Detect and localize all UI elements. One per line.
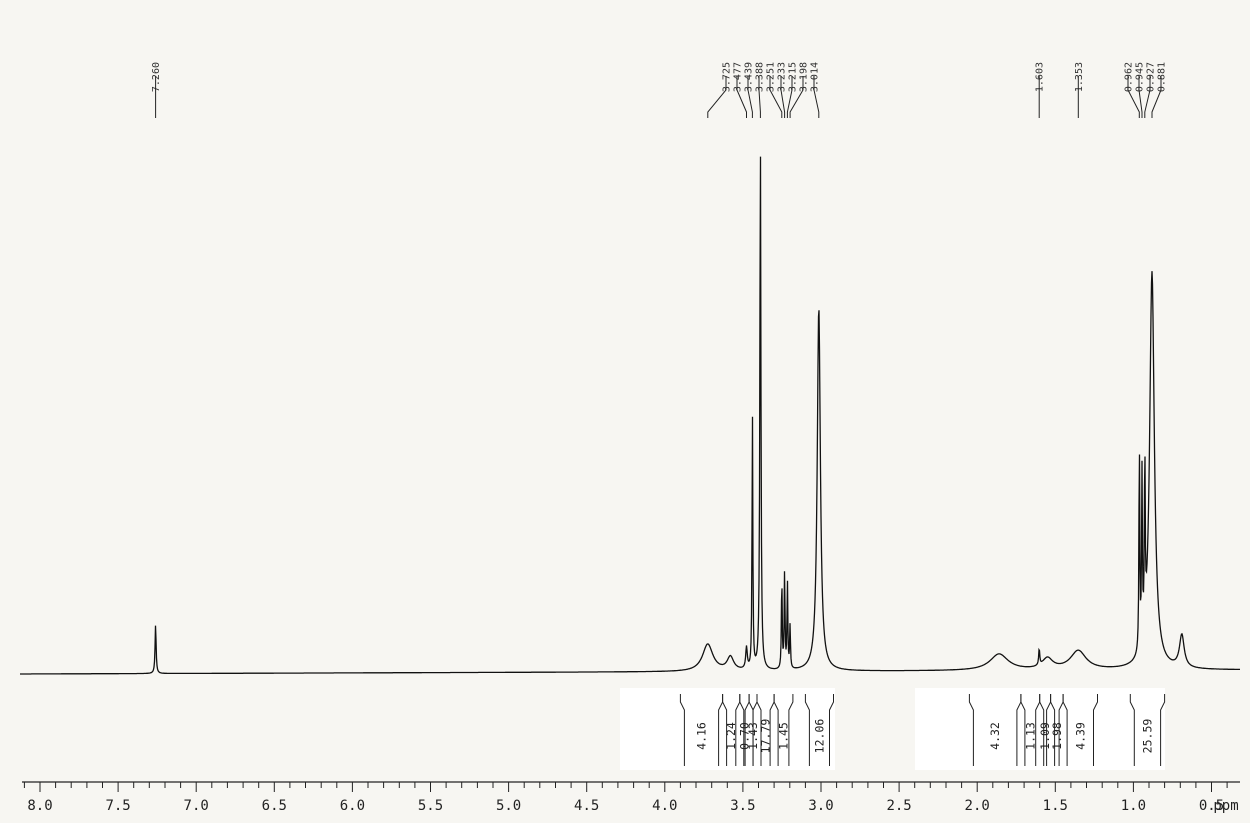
peak-label-leader	[789, 76, 804, 118]
ppm-axis-tick-label: 2.0	[965, 798, 990, 814]
integral-value: 1.43	[746, 722, 760, 750]
ppm-axis-tick-label: 3.5	[730, 798, 755, 814]
ppm-axis: 8.0 7.5 7.0 6.5 6.0 5.5 5.0 4.5 4.0 3.5 3.0 2.5 2.0 1…	[22, 781, 1240, 814]
peak-label: 0.962	[1124, 62, 1135, 92]
ppm-axis-tick-label: 4.5	[574, 798, 599, 814]
integral-value: 0.70	[738, 722, 752, 750]
integral-value: 4.32	[988, 722, 1002, 750]
integral-value: 4.39	[1073, 722, 1087, 750]
peak-label: 3.477	[733, 62, 744, 92]
peak-label-leader	[1151, 76, 1162, 118]
integral-panel	[620, 688, 835, 770]
peak-label: 0.881	[1157, 62, 1168, 92]
ppm-axis-tick-label: 1.5	[1043, 798, 1068, 814]
peak-label-leader	[758, 76, 761, 118]
integral-value: 1.98	[1050, 722, 1064, 750]
integral-value: 1.09	[1038, 722, 1052, 750]
peak-label: 7.260	[151, 62, 162, 92]
peak-label: 0.927	[1146, 62, 1157, 92]
peak-label-layer: 7.260 3.725 3.477 3.439 3.388 3.251 3.233 3.215…	[151, 62, 1168, 118]
integral-bracket	[804, 694, 834, 766]
ppm-axis-tick-label: 5.0	[496, 798, 521, 814]
peak-label: 3.725	[722, 62, 733, 92]
integral-bracket	[773, 694, 794, 766]
peak-label-leader	[1144, 76, 1151, 118]
peak-label: 3.215	[788, 62, 799, 92]
peak-label: 3.014	[810, 62, 821, 92]
peak-label: 0.945	[1135, 62, 1146, 92]
peak-label: 3.198	[799, 62, 810, 92]
ppm-axis-tick-label: 5.5	[418, 798, 443, 814]
peak-label: 3.388	[755, 62, 766, 92]
ppm-axis-tick-label: 0.5	[1199, 798, 1224, 814]
peak-label: 1.603	[1035, 62, 1046, 92]
integral-value: 1.13	[1023, 722, 1037, 750]
peak-label: 3.233	[777, 62, 788, 92]
peak-label: 1.353	[1074, 62, 1085, 92]
integral-bracket	[1062, 694, 1098, 766]
integral-value: 17.79	[759, 719, 773, 754]
peak-label-leader	[813, 76, 820, 118]
ppm-axis-tick-label: 3.0	[808, 798, 833, 814]
ppm-axis-tick-label: 7.0	[184, 798, 209, 814]
ppm-axis-tick-label: ppm	[1213, 798, 1238, 814]
peak-label-leader	[747, 76, 753, 118]
ppm-axis-tick-label: 4.0	[652, 798, 677, 814]
ppm-axis-tick-label: 2.5	[886, 798, 911, 814]
peak-label-leader	[786, 76, 793, 118]
spectrum-line	[20, 156, 1240, 675]
peak-label-leader	[769, 76, 783, 118]
peak-label-leader	[1127, 76, 1140, 118]
ppm-axis-tick-label: 1.0	[1121, 798, 1146, 814]
spectrum-layer	[20, 156, 1240, 675]
ppm-axis-tick-label: 8.0	[27, 798, 52, 814]
ppm-axis-tick-label: 6.0	[340, 798, 365, 814]
peak-label-leader	[780, 76, 786, 118]
integral-bracket	[1129, 694, 1166, 766]
integral-value: 1.24	[724, 722, 738, 750]
integral-value: 4.16	[695, 722, 709, 750]
integral-value: 25.59	[1141, 719, 1155, 754]
integral-value: 1.45	[777, 722, 791, 750]
peak-label: 3.439	[744, 62, 755, 92]
peak-label: 3.251	[766, 62, 777, 92]
peak-label-leader	[707, 76, 727, 118]
integral-value: 12.06	[812, 719, 826, 754]
ppm-axis-tick-label: 7.5	[105, 798, 130, 814]
peak-label-leader	[736, 76, 747, 118]
ppm-axis-tick-label: 6.5	[262, 798, 287, 814]
peak-label-leader	[1138, 76, 1143, 118]
